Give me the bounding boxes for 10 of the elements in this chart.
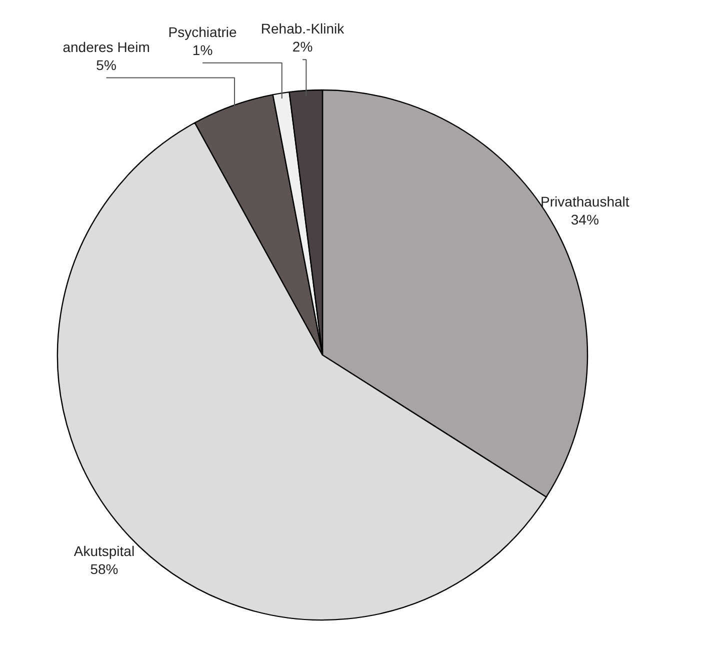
slice-label: Privathaushalt	[540, 194, 630, 210]
data-label: 58%	[90, 560, 118, 577]
data-label: 5%	[96, 56, 116, 73]
slice-label: Akutspital	[74, 542, 135, 559]
data-label: 2%	[292, 38, 313, 55]
data-label: 1%	[192, 42, 213, 58]
slice-label: Psychiatrie	[168, 24, 237, 40]
data-label: 34%	[570, 212, 599, 228]
slice-label: anderes Heim	[62, 38, 150, 55]
slice-label: Rehab.-Klinik	[260, 20, 346, 37]
